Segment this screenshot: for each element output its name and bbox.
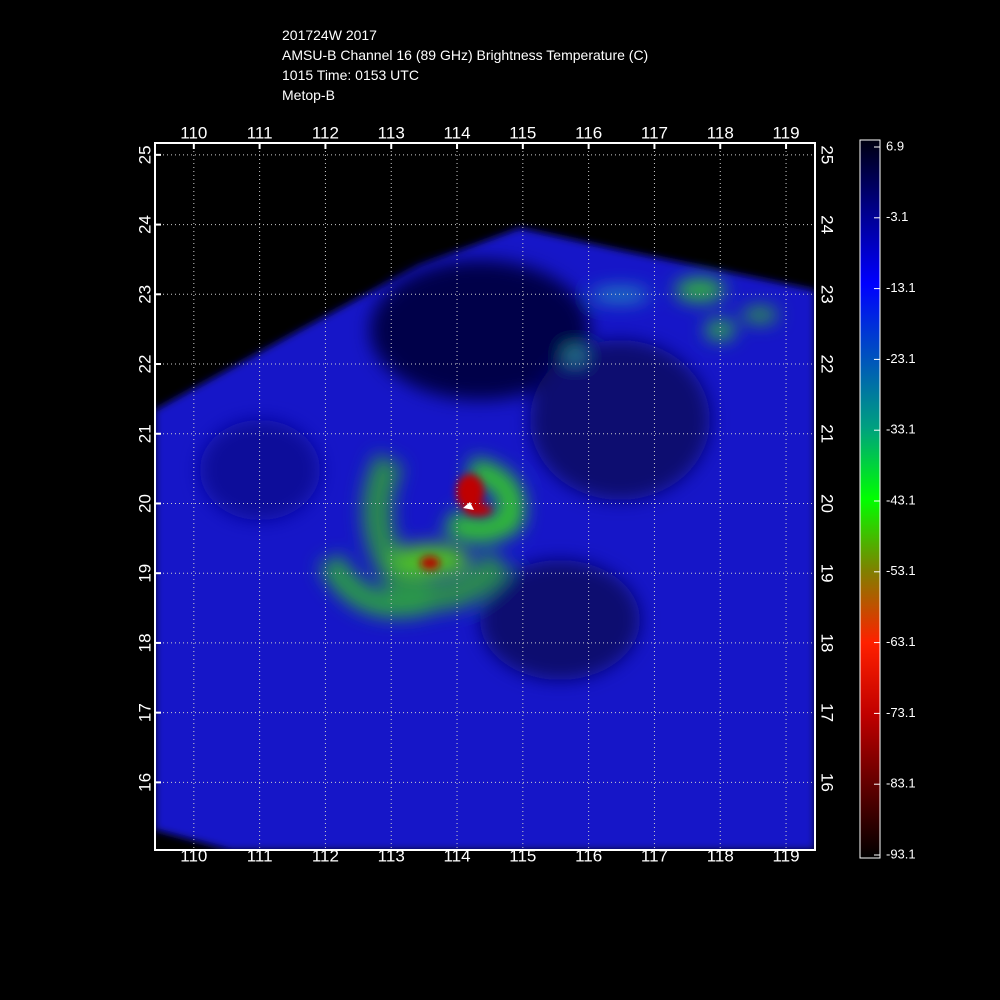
lon-label: 111: [247, 123, 273, 142]
colorbar-label: -93.1: [886, 846, 916, 861]
lat-label: 18: [818, 633, 837, 652]
lon-label: 111: [247, 846, 273, 865]
colorbar-label: -13.1: [886, 280, 916, 295]
lat-label: 18: [135, 633, 154, 652]
lon-label: 113: [378, 846, 405, 865]
lat-label: 21: [135, 424, 154, 443]
header: 201724W 2017 AMSU-B Channel 16 (89 GHz) B…: [282, 27, 648, 103]
lon-label: 116: [575, 846, 602, 865]
lon-label: 112: [312, 123, 339, 142]
lat-label: 19: [818, 564, 837, 583]
lon-label: 118: [707, 123, 734, 142]
lat-label: 25: [818, 145, 837, 164]
lat-label: 16: [818, 773, 837, 792]
lon-label: 119: [772, 846, 799, 865]
lon-label: 117: [641, 123, 668, 142]
labels: 110 110 111 111 112 112 113 113 114 114 115 115 116 1…: [135, 123, 915, 865]
lon-label: 114: [443, 846, 470, 865]
lat-label: 23: [135, 285, 154, 304]
lat-label: 17: [135, 703, 154, 722]
lat-label: 16: [135, 773, 154, 792]
lon-label: 112: [312, 846, 339, 865]
lat-label: 20: [818, 494, 837, 513]
map-frame: [154, 142, 816, 851]
colorbar-label: -43.1: [886, 492, 916, 507]
header-line: 1015 Time: 0153 UTC: [282, 67, 419, 83]
colorbar-label: -3.1: [886, 209, 908, 224]
lat-label: 24: [818, 215, 837, 234]
colorbar-label: -73.1: [886, 705, 916, 720]
colorbar-label: -53.1: [886, 563, 916, 578]
colorbar-label: -63.1: [886, 634, 916, 649]
colorbar: [859, 139, 881, 859]
colorbar-label: -83.1: [886, 776, 916, 791]
lat-label: 19: [135, 564, 154, 583]
lon-label: 118: [707, 846, 734, 865]
colorbar-label: 6.9: [886, 138, 904, 153]
lon-label: 115: [509, 846, 536, 865]
lon-label: 115: [509, 123, 536, 142]
lat-label: 24: [135, 215, 154, 234]
lat-label: 22: [135, 355, 154, 374]
colorbar-label: -33.1: [886, 422, 916, 437]
satellite-image: [155, 143, 815, 850]
lat-label: 17: [818, 703, 837, 722]
lat-label: 23: [818, 285, 837, 304]
lat-label: 22: [818, 355, 837, 374]
lon-label: 114: [443, 123, 470, 142]
header-line: AMSU-B Channel 16 (89 GHz) Brightness Te…: [282, 47, 648, 63]
lon-label: 116: [575, 123, 602, 142]
lat-label: 20: [135, 494, 154, 513]
lat-label: 25: [135, 145, 154, 164]
lon-label: 113: [378, 123, 405, 142]
lat-label: 21: [818, 424, 837, 443]
header-line: 201724W 2017: [282, 27, 377, 43]
lon-label: 119: [772, 123, 799, 142]
lon-label: 117: [641, 846, 668, 865]
header-line: Metop-B: [282, 87, 335, 103]
colorbar-label: -23.1: [886, 351, 916, 366]
lon-label: 110: [180, 846, 207, 865]
lon-label: 110: [180, 123, 207, 142]
